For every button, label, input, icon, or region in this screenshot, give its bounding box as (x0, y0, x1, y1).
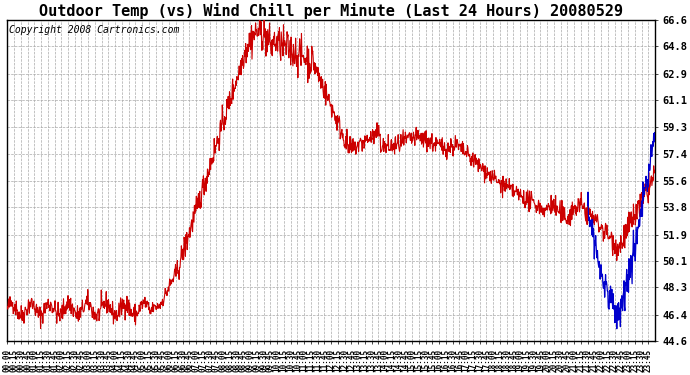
Title: Outdoor Temp (vs) Wind Chill per Minute (Last 24 Hours) 20080529: Outdoor Temp (vs) Wind Chill per Minute … (39, 3, 623, 19)
Text: Copyright 2008 Cartronics.com: Copyright 2008 Cartronics.com (9, 25, 179, 35)
